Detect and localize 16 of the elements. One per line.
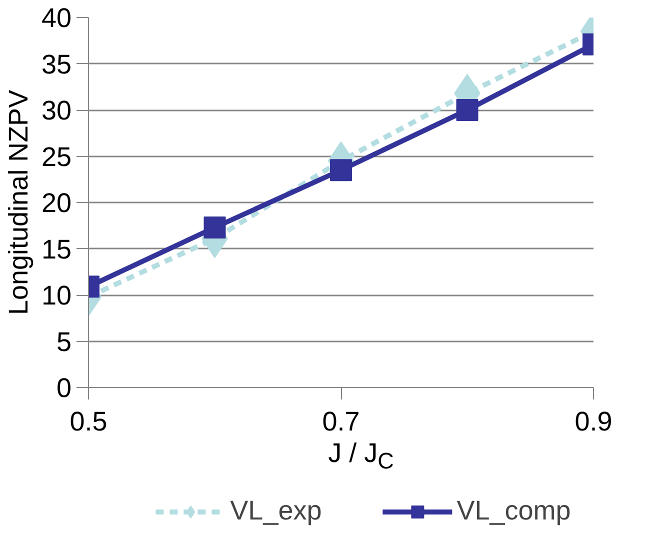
y-tick-label: 10 <box>41 280 72 310</box>
y-axis-title: Longitudinal NZPV <box>3 90 34 316</box>
x-tick-label: 0.5 <box>70 406 108 436</box>
x-axis-title: J / J$_{C}$ <box>328 438 394 476</box>
legend-label: VL_comp <box>456 496 571 526</box>
y-tick-label: 40 <box>41 3 72 33</box>
x-tick-label: 0.7 <box>322 406 360 436</box>
legend-label: VL_exp <box>230 496 322 526</box>
y-tick-label: 0 <box>56 373 72 403</box>
y-tick-label: 20 <box>41 188 72 218</box>
x-tick-label: 0.9 <box>574 406 612 436</box>
y-tick-label: 35 <box>41 49 72 80</box>
y-tick-label: 30 <box>41 96 72 126</box>
y-tick-label: 15 <box>41 234 72 264</box>
y-tick-label: 5 <box>56 326 72 357</box>
y-tick-label: 25 <box>41 142 72 172</box>
